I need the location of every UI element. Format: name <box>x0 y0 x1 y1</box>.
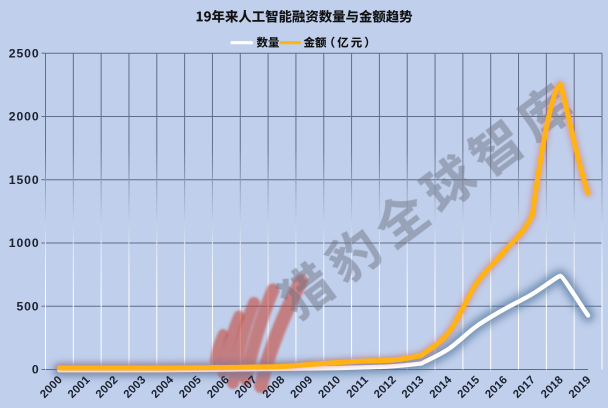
svg-text:1000: 1000 <box>9 236 40 250</box>
svg-text:1500: 1500 <box>9 173 40 187</box>
svg-text:500: 500 <box>16 299 39 313</box>
svg-text:2000: 2000 <box>9 110 40 124</box>
svg-text:2500: 2500 <box>9 46 40 60</box>
svg-text:0: 0 <box>32 363 40 377</box>
